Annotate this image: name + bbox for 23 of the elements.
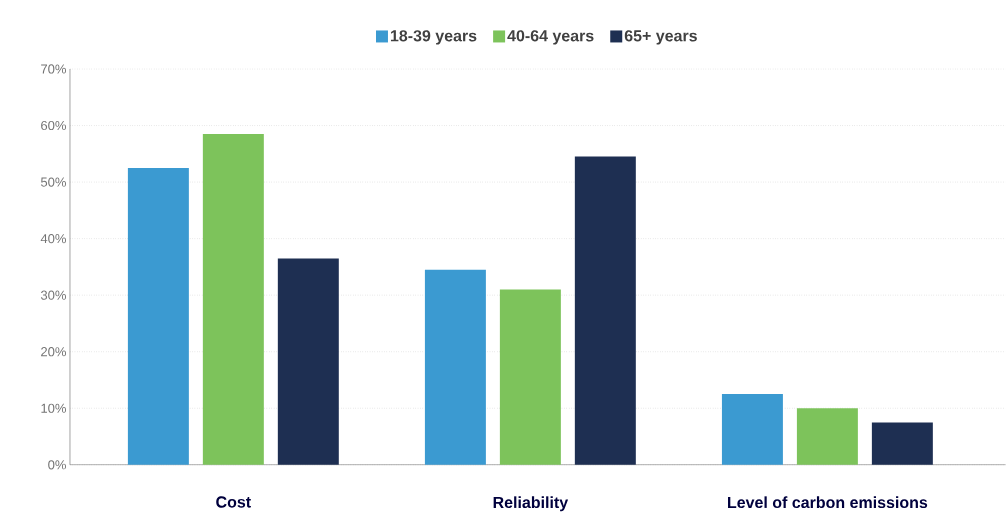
y-tick-label: 20% [41, 347, 66, 357]
y-tick-label: 70% [41, 64, 66, 74]
bar [871, 422, 933, 465]
x-tick-label: Reliability [493, 496, 569, 512]
y-tick-label: 50% [40, 177, 66, 187]
bar [277, 258, 339, 465]
bar [499, 289, 561, 465]
y-tick-label: 30% [40, 290, 66, 300]
bar [796, 408, 858, 465]
y-tick-label: 60% [41, 121, 66, 131]
y-tick-label: 0% [48, 460, 66, 470]
legend-label: 40-64 years [507, 30, 594, 45]
x-tick-label: Cost [216, 496, 251, 508]
legend-label: 18-39 years [390, 30, 477, 45]
legend-label: 65+ years [624, 30, 697, 45]
x-tick-label: Level of carbon emissions [728, 496, 928, 509]
y-tick-label: 40% [40, 234, 66, 244]
bar [574, 156, 636, 465]
y-tick-label: 10% [41, 403, 66, 413]
bar [721, 394, 783, 465]
bar [127, 168, 189, 465]
bar [202, 134, 264, 465]
bar [424, 269, 486, 465]
